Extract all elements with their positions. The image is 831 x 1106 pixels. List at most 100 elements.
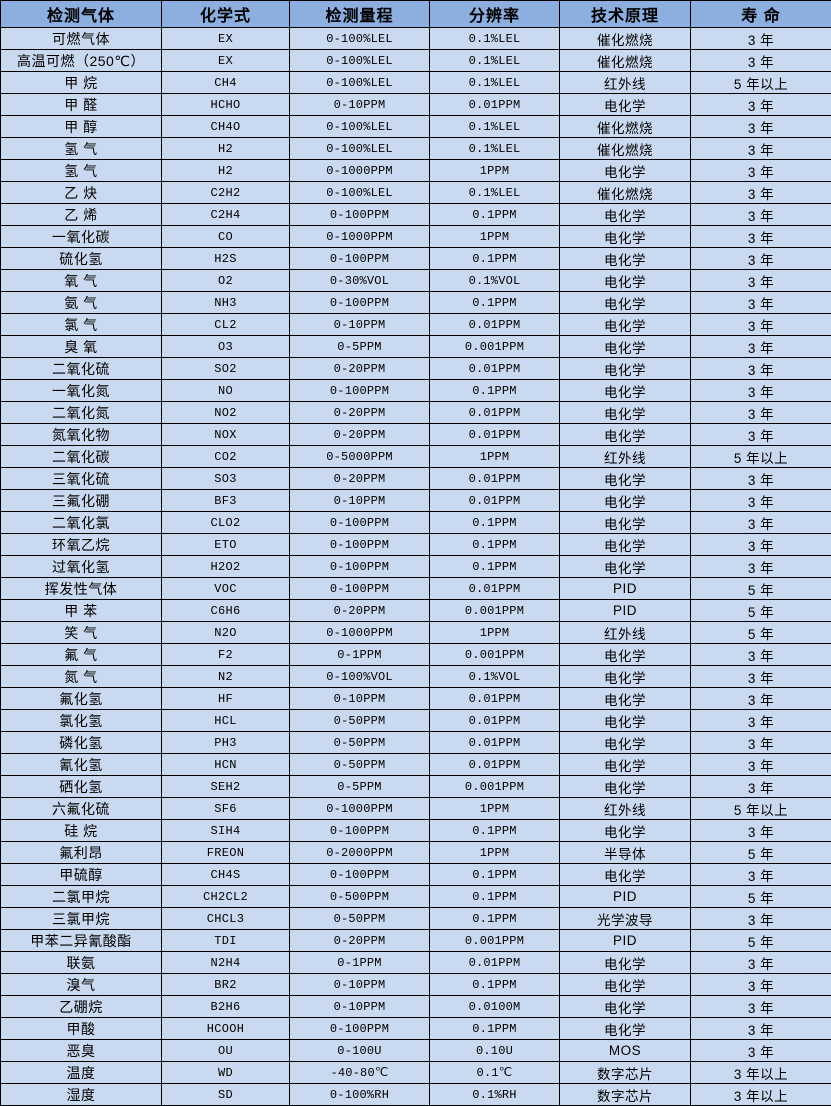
cell-gas-name: 氟利昂	[1, 842, 162, 864]
cell-technology-principle: 红外线	[560, 622, 691, 644]
cell-resolution: 0.1PPM	[430, 820, 560, 842]
cell-gas-name: 氨 气	[1, 292, 162, 314]
cell-resolution: 0.001PPM	[430, 644, 560, 666]
cell-technology-principle: 电化学	[560, 160, 691, 182]
cell-resolution: 0.001PPM	[430, 336, 560, 358]
cell-technology-principle: 电化学	[560, 490, 691, 512]
cell-resolution: 0.1℃	[430, 1062, 560, 1084]
cell-detection-range: 0-100%LEL	[290, 138, 430, 160]
cell-gas-name: 乙硼烷	[1, 996, 162, 1018]
cell-detection-range: 0-50PPM	[290, 710, 430, 732]
cell-chemical-formula: SEH2	[162, 776, 290, 798]
cell-lifespan: 3 年以上	[691, 1062, 831, 1084]
cell-resolution: 0.01PPM	[430, 314, 560, 336]
cell-chemical-formula: NOX	[162, 424, 290, 446]
cell-resolution: 1PPM	[430, 160, 560, 182]
cell-technology-principle: 电化学	[560, 204, 691, 226]
cell-detection-range: 0-100%VOL	[290, 666, 430, 688]
cell-gas-name: 臭 氧	[1, 336, 162, 358]
cell-resolution: 0.01PPM	[430, 754, 560, 776]
cell-lifespan: 5 年	[691, 622, 831, 644]
cell-lifespan: 3 年	[691, 1040, 831, 1062]
cell-gas-name: 三氟化硼	[1, 490, 162, 512]
cell-detection-range: 0-1000PPM	[290, 622, 430, 644]
cell-chemical-formula: SO3	[162, 468, 290, 490]
cell-chemical-formula: C6H6	[162, 600, 290, 622]
cell-gas-name: 笑 气	[1, 622, 162, 644]
cell-gas-name: 溴气	[1, 974, 162, 996]
cell-lifespan: 3 年	[691, 424, 831, 446]
cell-lifespan: 3 年	[691, 160, 831, 182]
cell-gas-name: 高温可燃（250℃）	[1, 50, 162, 72]
cell-lifespan: 3 年	[691, 512, 831, 534]
cell-chemical-formula: N2H4	[162, 952, 290, 974]
cell-lifespan: 3 年	[691, 710, 831, 732]
cell-gas-name: 氰化氢	[1, 754, 162, 776]
cell-gas-name: 二氧化氯	[1, 512, 162, 534]
cell-gas-name: 二氧化氮	[1, 402, 162, 424]
cell-chemical-formula: SF6	[162, 798, 290, 820]
cell-gas-name: 氟化氢	[1, 688, 162, 710]
cell-chemical-formula: EX	[162, 50, 290, 72]
column-header-resolution: 分辨率	[430, 1, 560, 28]
cell-lifespan: 3 年	[691, 292, 831, 314]
cell-resolution: 0.001PPM	[430, 600, 560, 622]
cell-technology-principle: 电化学	[560, 666, 691, 688]
cell-technology-principle: 红外线	[560, 798, 691, 820]
cell-lifespan: 3 年	[691, 666, 831, 688]
cell-technology-principle: 电化学	[560, 94, 691, 116]
cell-detection-range: 0-100%RH	[290, 1084, 430, 1106]
cell-chemical-formula: HF	[162, 688, 290, 710]
cell-technology-principle: 电化学	[560, 644, 691, 666]
cell-technology-principle: 电化学	[560, 226, 691, 248]
cell-chemical-formula: TDI	[162, 930, 290, 952]
cell-lifespan: 5 年	[691, 842, 831, 864]
cell-lifespan: 3 年	[691, 490, 831, 512]
cell-detection-range: 0-20PPM	[290, 468, 430, 490]
cell-lifespan: 3 年	[691, 116, 831, 138]
cell-resolution: 0.1PPM	[430, 556, 560, 578]
cell-resolution: 0.01PPM	[430, 490, 560, 512]
cell-technology-principle: 红外线	[560, 446, 691, 468]
cell-detection-range: 0-100%LEL	[290, 116, 430, 138]
cell-technology-principle: 电化学	[560, 402, 691, 424]
cell-chemical-formula: OU	[162, 1040, 290, 1062]
column-header-detection-range: 检测量程	[290, 1, 430, 28]
cell-resolution: 0.01PPM	[430, 952, 560, 974]
cell-lifespan: 5 年	[691, 886, 831, 908]
cell-gas-name: 环氧乙烷	[1, 534, 162, 556]
cell-technology-principle: 电化学	[560, 754, 691, 776]
cell-chemical-formula: FREON	[162, 842, 290, 864]
cell-gas-name: 二氧化碳	[1, 446, 162, 468]
cell-gas-name: 联氨	[1, 952, 162, 974]
cell-lifespan: 3 年以上	[691, 1084, 831, 1106]
cell-chemical-formula: SD	[162, 1084, 290, 1106]
cell-lifespan: 3 年	[691, 28, 831, 50]
cell-resolution: 0.1%VOL	[430, 270, 560, 292]
cell-technology-principle: 电化学	[560, 952, 691, 974]
column-header-lifespan: 寿 命	[691, 1, 831, 28]
cell-gas-name: 氢 气	[1, 138, 162, 160]
cell-detection-range: 0-100PPM	[290, 820, 430, 842]
cell-detection-range: 0-20PPM	[290, 402, 430, 424]
cell-resolution: 0.0100M	[430, 996, 560, 1018]
cell-resolution: 0.1PPM	[430, 204, 560, 226]
cell-gas-name: 氯 气	[1, 314, 162, 336]
cell-resolution: 0.1%LEL	[430, 50, 560, 72]
cell-resolution: 0.1PPM	[430, 1018, 560, 1040]
cell-resolution: 0.001PPM	[430, 776, 560, 798]
cell-gas-name: 甲苯二异氰酸酯	[1, 930, 162, 952]
cell-lifespan: 3 年	[691, 358, 831, 380]
cell-detection-range: 0-10PPM	[290, 314, 430, 336]
cell-chemical-formula: H2O2	[162, 556, 290, 578]
